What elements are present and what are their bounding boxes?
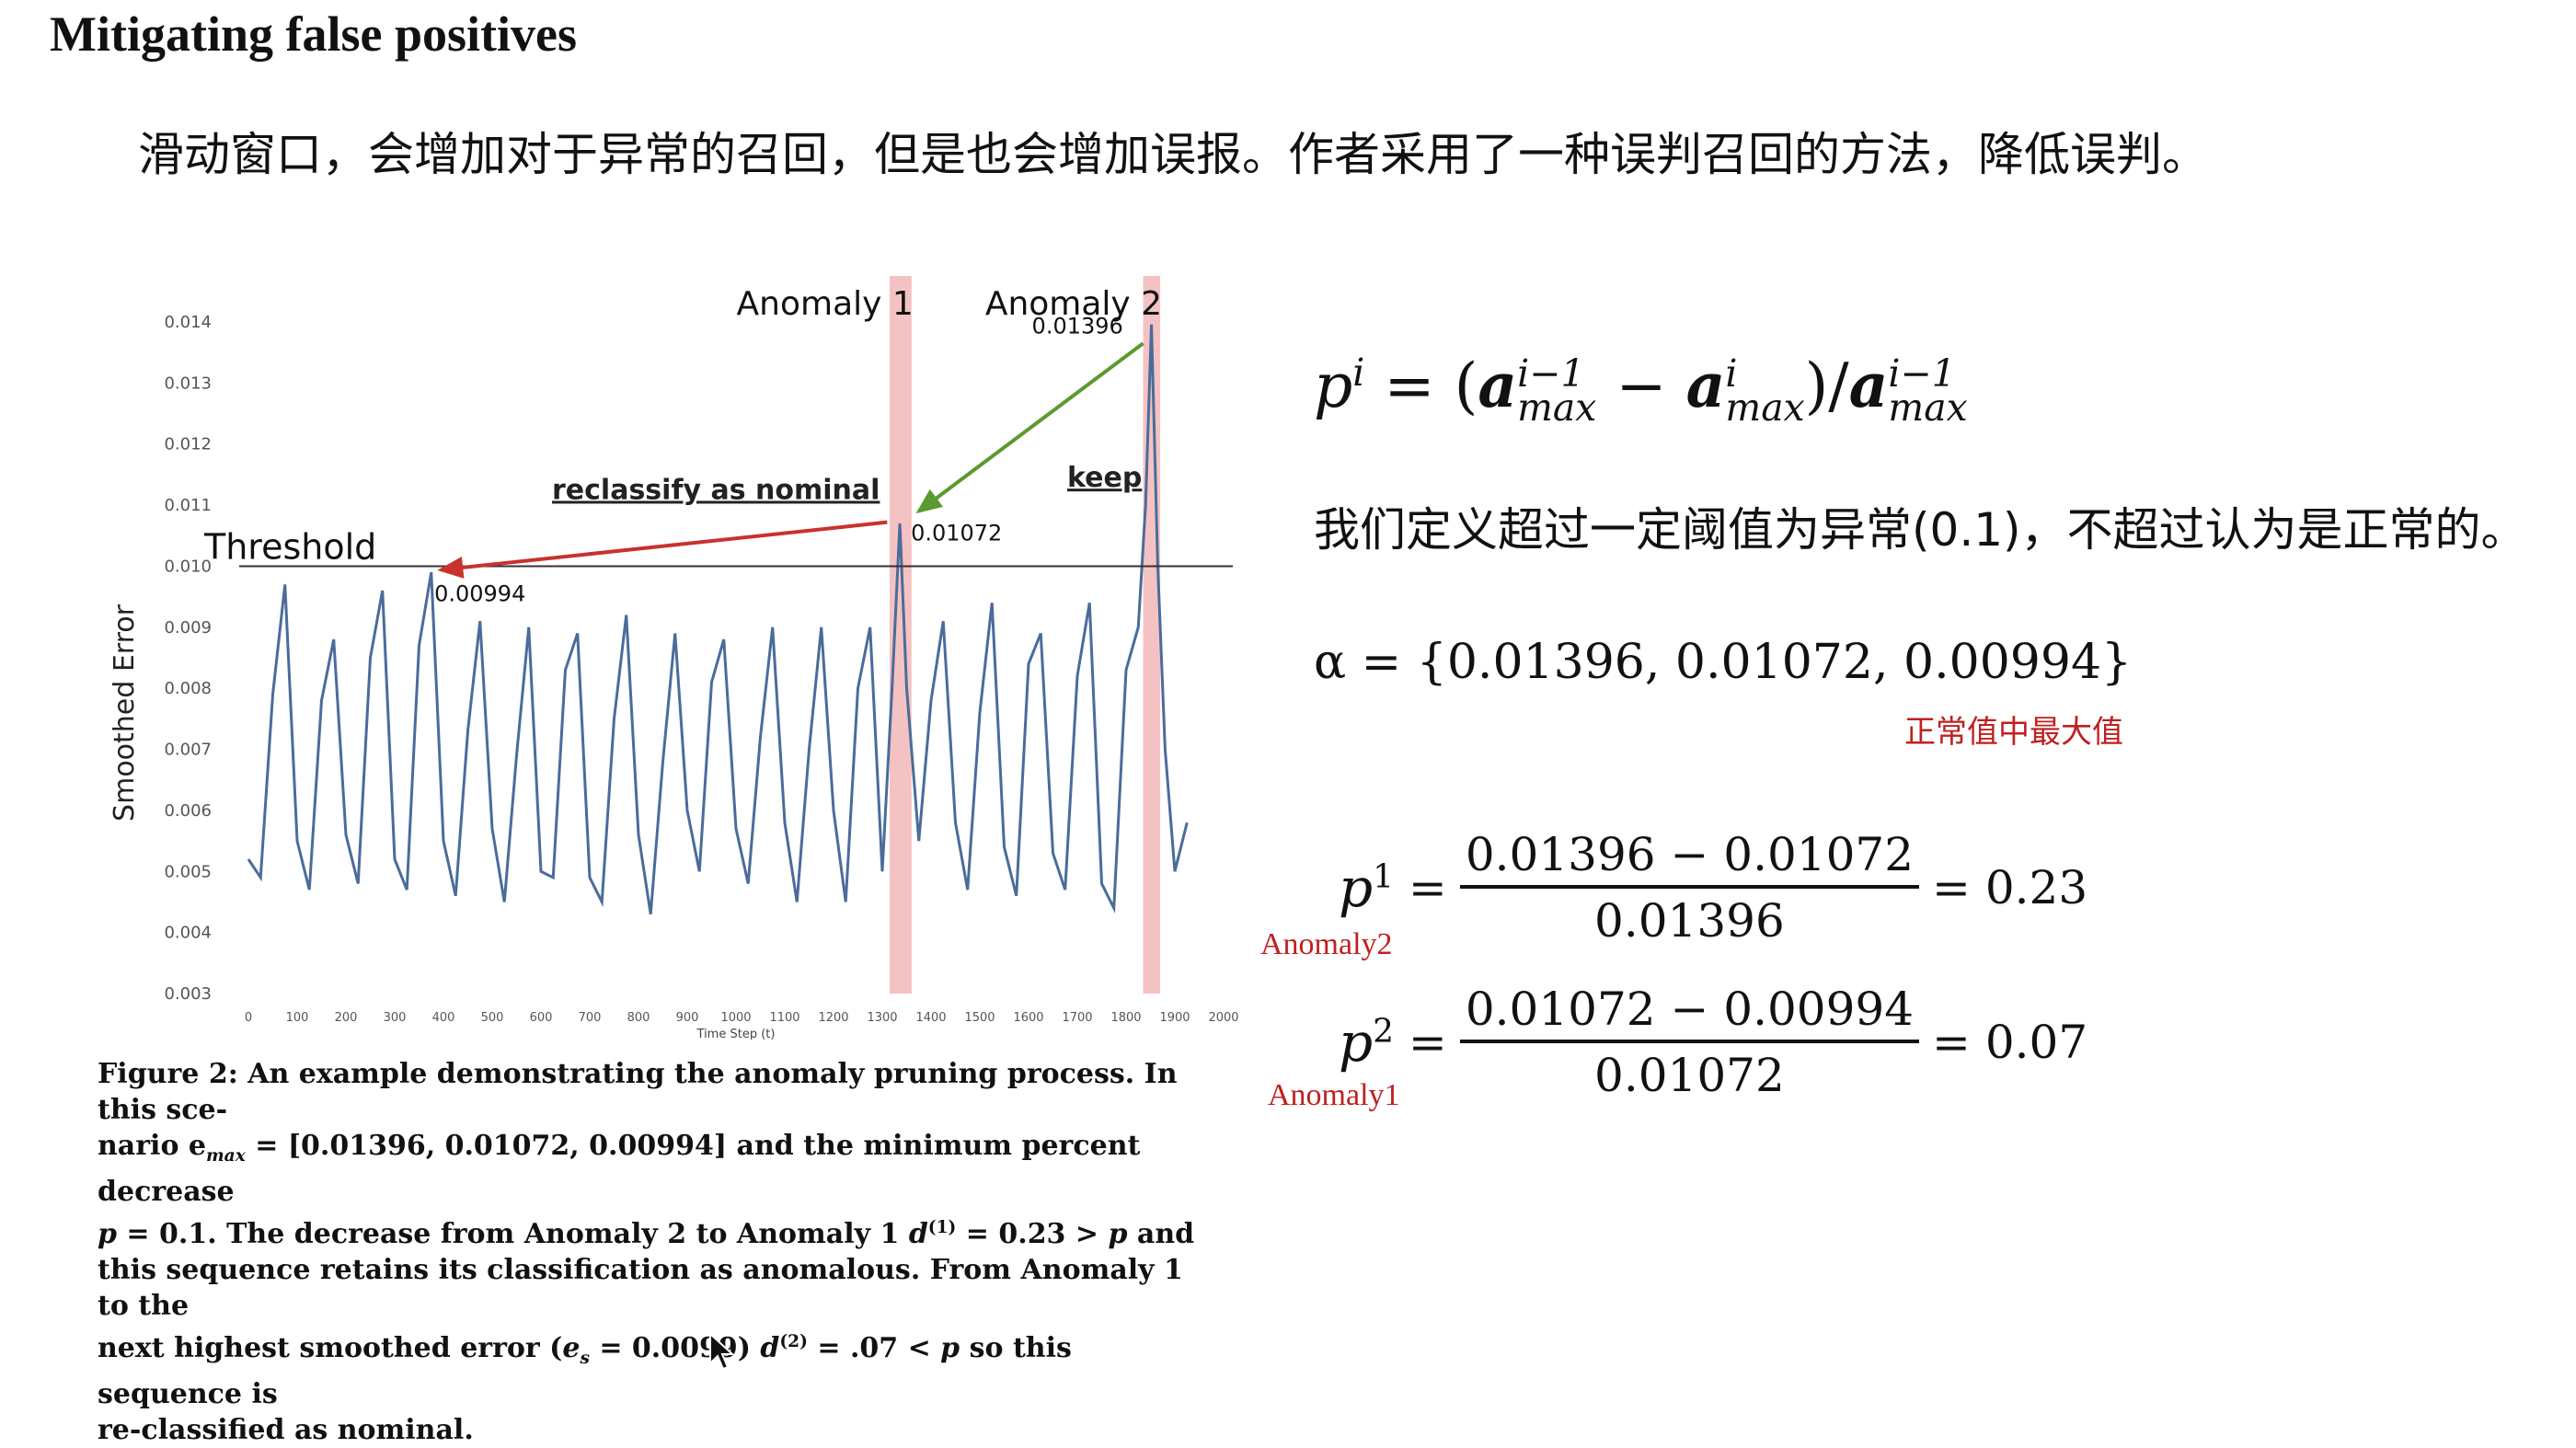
p2-result: = 0.07 <box>1932 1016 2088 1069</box>
x-tick-label: 500 <box>481 1011 504 1025</box>
peak-label: 0.01072 <box>911 521 1002 546</box>
reclassify-arrow <box>437 520 888 579</box>
x-tick-label: 300 <box>384 1011 407 1025</box>
y-tick-label: 0.007 <box>164 741 212 760</box>
y-tick-label: 0.013 <box>164 373 212 393</box>
x-tick-label: 1100 <box>769 1011 799 1025</box>
p1-result: = 0.23 <box>1932 861 2088 914</box>
percent-decrease-formula: pi = (ai−1 max − ai max)/ai−1 max <box>1314 350 1968 430</box>
series-line <box>247 324 1189 914</box>
keep-annotation: keep <box>1067 462 1142 494</box>
x-axis-ticks: 0 100 200 300 400 500 600 700 800 900 1000 1100 1200… <box>245 1011 1239 1025</box>
reclassify-annotation: reclassify as nominal <box>552 474 880 506</box>
x-tick-label: 2000 <box>1208 1011 1238 1025</box>
peak-label: 0.00994 <box>434 580 525 606</box>
y-axis-ticks: 0.003 0.004 0.005 0.006 0.007 0.008 0.009 0.010… <box>164 313 212 1004</box>
caption-line-3: p = 0.1. The decrease from Anomaly 2 to … <box>98 1218 1195 1250</box>
y-tick-label: 0.005 <box>164 862 212 881</box>
x-tick-label: 1200 <box>818 1011 848 1025</box>
p1-numerator: 0.01396 − 0.01072 <box>1459 828 1920 889</box>
x-tick-label: 1000 <box>720 1011 751 1025</box>
p1-anomaly-label: Anomaly2 <box>1260 927 1393 961</box>
y-tick-label: 0.012 <box>164 435 212 454</box>
x-tick-label: 1400 <box>915 1011 946 1025</box>
anomaly-label-2: Anomaly 2 <box>985 285 1162 323</box>
x-tick-label: 1500 <box>964 1011 995 1025</box>
keep-arrow <box>915 341 1144 514</box>
threshold-label: Threshold <box>203 526 376 567</box>
x-tick-label: 900 <box>676 1011 699 1025</box>
p2-numerator: 0.01072 − 0.00994 <box>1459 983 1920 1043</box>
figure-caption: Figure 2: An example demonstrating the a… <box>98 1056 1202 1448</box>
x-tick-label: 600 <box>530 1011 553 1025</box>
slide-title: Mitigating false positives <box>50 6 577 62</box>
x-tick-label: 1300 <box>867 1011 897 1025</box>
y-tick-label: 0.010 <box>164 557 212 576</box>
x-tick-label: 400 <box>432 1011 455 1025</box>
y-tick-label: 0.009 <box>164 618 212 638</box>
y-tick-label: 0.003 <box>164 984 212 1004</box>
y-tick-label: 0.004 <box>164 924 212 943</box>
anomaly-labels: Anomaly 1 Anomaly 2 <box>737 285 1163 323</box>
threshold-definition: 我们定义超过一定阈值为异常(0.1)，不超过认为是正常的。 <box>1314 503 2527 557</box>
p1-equation: p1 = 0.01396 − 0.01072 0.01396 = 0.23 <box>1339 828 2088 948</box>
x-tick-label: 200 <box>335 1011 358 1025</box>
y-tick-label: 0.008 <box>164 679 212 698</box>
caption-line-5: next highest smoothed error (es = 0.0099… <box>98 1332 1072 1410</box>
x-axis-label: Time Step (t) <box>696 1028 776 1040</box>
x-tick-label: 1800 <box>1110 1011 1141 1025</box>
x-tick-label: 100 <box>286 1011 309 1025</box>
x-tick-label: 700 <box>579 1011 602 1025</box>
anomaly-label-1: Anomaly 1 <box>737 285 914 323</box>
x-tick-label: 1700 <box>1062 1011 1092 1025</box>
y-tick-label: 0.006 <box>164 801 212 821</box>
p2-anomaly-label: Anomaly1 <box>1268 1078 1400 1112</box>
y-tick-label: 0.011 <box>164 496 212 515</box>
p2-equation: p2 = 0.01072 − 0.00994 0.01072 = 0.07 <box>1339 983 2088 1102</box>
anomaly-band-1 <box>889 276 912 994</box>
alpha-set: α = {0.01396, 0.01072, 0.00994} <box>1314 635 2133 690</box>
p1-denominator: 0.01396 <box>1594 894 1785 948</box>
smoothed-error-chart: 0.003 0.004 0.005 0.006 0.007 0.008 0.009 0.010… <box>109 276 1239 1040</box>
peak-labels: 0.01396 0.01072 0.00994 <box>434 314 1123 607</box>
y-axis-label: Smoothed Error <box>109 603 141 822</box>
x-tick-label: 1900 <box>1159 1011 1190 1025</box>
x-tick-label: 1600 <box>1013 1011 1043 1025</box>
y-tick-label: 0.014 <box>164 313 212 332</box>
slide-subtitle: 滑动窗口，会增加对于异常的召回，但是也会增加误报。作者采用了一种误判召回的方法，… <box>138 128 2208 181</box>
x-tick-label: 800 <box>627 1011 650 1025</box>
caption-line-1: Figure 2: An example demonstrating the a… <box>98 1058 1178 1126</box>
normal-max-note: 正常值中最大值 <box>1904 714 2123 751</box>
p2-denominator: 0.01072 <box>1594 1049 1785 1102</box>
mouse-cursor-icon <box>709 1332 735 1371</box>
caption-line-6: re-classified as nominal. <box>98 1414 474 1446</box>
caption-line-2: nario emax = [0.01396, 0.01072, 0.00994]… <box>98 1130 1141 1208</box>
peak-label: 0.01396 <box>1032 314 1123 339</box>
anomaly-bands <box>889 276 1161 994</box>
x-tick-label: 0 <box>245 1011 252 1025</box>
caption-line-4: this sequence retains its classification… <box>98 1254 1183 1322</box>
